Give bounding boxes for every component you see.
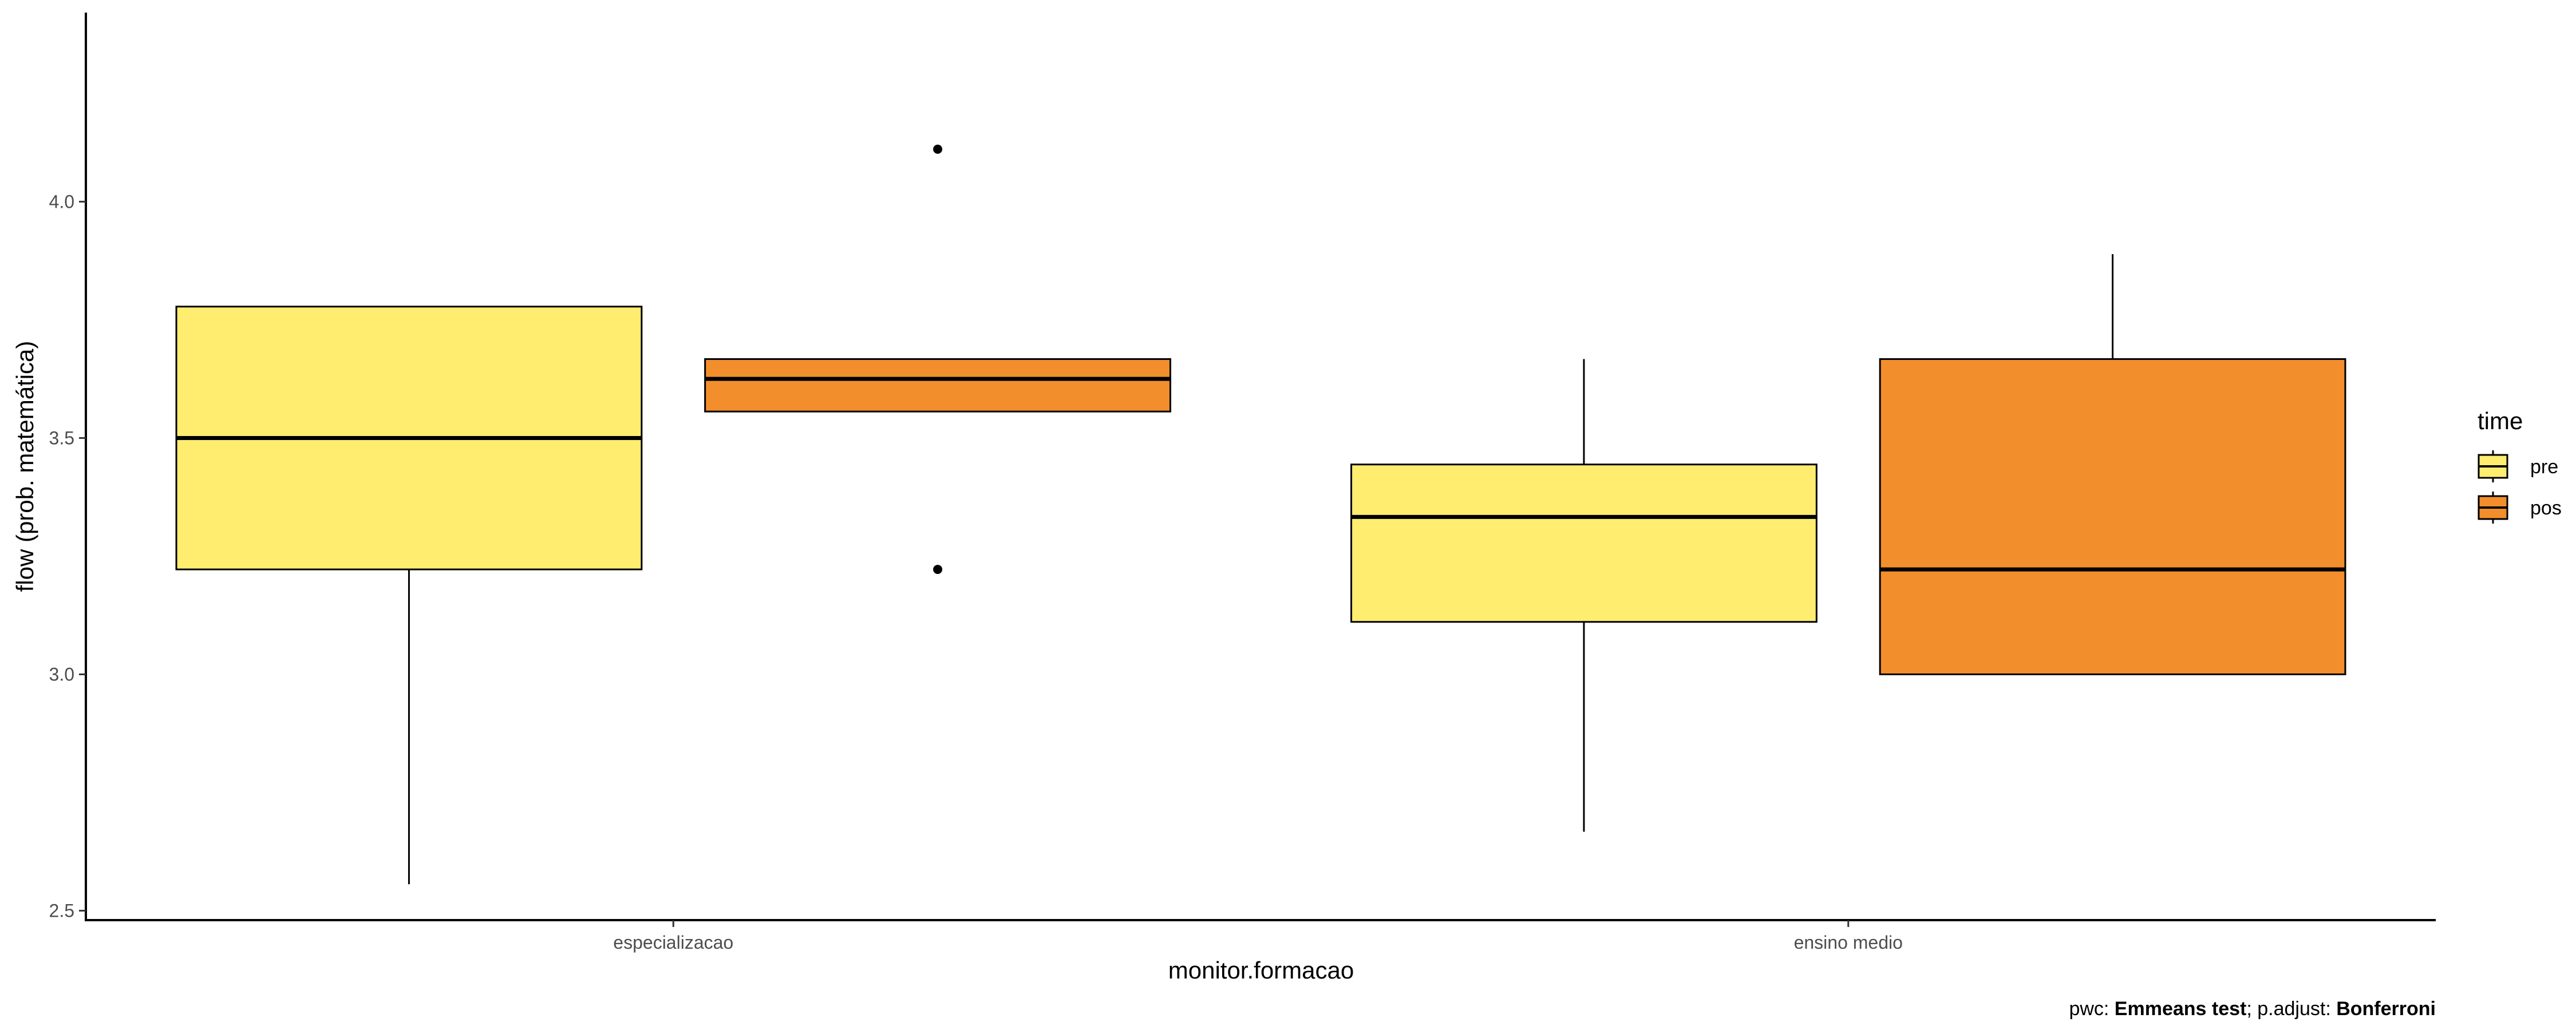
box-pre-ensino-medio [1350,359,1818,832]
box-pos-ensino-medio [1879,254,2346,675]
legend-label: pre [2530,456,2558,478]
y-tick-label: 3.5 [49,427,74,448]
y-tick-label: 4.0 [49,191,74,212]
box-pos-especializacao [704,144,1171,575]
legend-label: pos [2530,497,2562,519]
x-tick-label: especializacao [613,932,733,953]
x-axis-title: monitor.formacao [1168,957,1354,984]
caption-prefix: pwc: [2069,998,2114,1020]
legend-entries: pre pos [2478,450,2562,524]
x-ticks: especializacao ensino medio [613,920,1903,953]
legend: time pre pos [2478,407,2562,524]
y-tick-label: 2.5 [49,900,74,921]
outlier-point [933,565,943,575]
x-tick-label: ensino medio [1794,932,1903,953]
legend-entry-pos: pos [2478,492,2562,524]
legend-title: time [2478,407,2523,434]
legend-entry-pre: pre [2478,450,2558,482]
y-axis-title: flow (prob. matemática) [11,341,38,592]
box-body [1350,464,1818,623]
y-ticks: 2.5 3.0 3.5 4.0 [49,191,86,921]
caption: pwc: Emmeans test; p.adjust: Bonferroni [2069,998,2436,1020]
plot-marks [175,144,2346,885]
box-body [704,358,1171,413]
axes: 2.5 3.0 3.5 4.0 especializacao ensino medio [49,13,2436,953]
outlier-point [933,144,943,154]
box-body [1879,358,2346,675]
box-pre-especializacao [175,306,643,885]
caption-method: Bonferroni [2336,998,2436,1020]
y-tick-label: 3.0 [49,664,74,684]
caption-middle: ; p.adjust: [2246,998,2336,1020]
caption-test: Emmeans test [2115,998,2247,1020]
